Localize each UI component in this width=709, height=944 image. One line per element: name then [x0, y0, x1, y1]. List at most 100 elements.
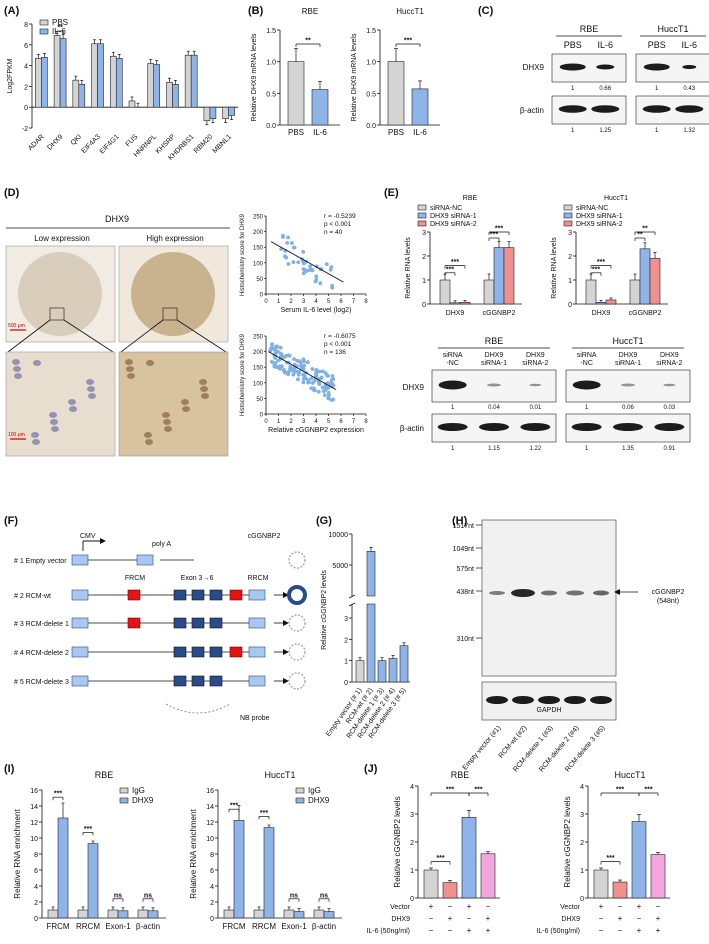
blot-band	[663, 383, 676, 387]
scatter-point	[312, 378, 317, 383]
y-tick-label: 8	[34, 852, 38, 859]
scatter-point	[273, 356, 277, 360]
legend-label: PBS	[52, 18, 68, 27]
scatter-point	[302, 363, 307, 368]
y-tick-label: 2	[344, 637, 348, 644]
bar-pbs	[222, 106, 229, 119]
y-tick-label: 0	[344, 680, 348, 687]
y-tick-label: 2	[34, 900, 38, 907]
bar	[323, 911, 335, 919]
scatter-point	[314, 277, 319, 282]
bar-il-6	[172, 84, 179, 108]
scatter-point	[270, 342, 274, 347]
bar	[399, 645, 409, 683]
x-tick-label: PBS	[388, 128, 404, 137]
arrow-head	[283, 678, 289, 684]
y-tick-label: 4	[24, 64, 28, 71]
scatter-point	[301, 271, 306, 276]
cell-nucleus	[125, 359, 133, 365]
bar-pbs	[109, 55, 117, 108]
marker-label: 575nt	[456, 566, 474, 573]
legend-label: DHX9 siRNA-1	[576, 213, 623, 220]
scatter-point	[291, 372, 296, 377]
scatter-point	[326, 390, 331, 395]
exon-box	[173, 617, 187, 629]
x-tick-label: 7	[352, 299, 356, 305]
bar	[87, 843, 99, 919]
bar	[593, 869, 609, 899]
x-tick-label: 3	[302, 419, 306, 425]
y-tick-label: 10	[30, 836, 38, 843]
gapdh-label: GAPDH	[537, 707, 562, 714]
bar-il-6	[228, 106, 235, 116]
cell-nucleus	[69, 406, 77, 412]
cell-nucleus	[201, 393, 209, 399]
quant-value: 1	[655, 86, 659, 92]
x-tick-label: EIF4G1	[99, 133, 121, 155]
zoom-line	[63, 319, 114, 353]
condition-sign: −	[486, 902, 491, 911]
cell-nucleus	[33, 360, 41, 366]
y-tick-label: 1	[580, 868, 584, 875]
scatter-point	[314, 369, 319, 374]
blot-band	[559, 63, 586, 71]
scatter-point	[301, 380, 306, 385]
y-tick-label: 0	[210, 916, 214, 923]
construct-label: # 2 RCM-wt	[14, 593, 51, 600]
exon-box	[209, 617, 223, 629]
circrna-icon	[288, 672, 306, 690]
polya-label: poly A	[152, 541, 171, 548]
cell-nucleus	[126, 366, 134, 372]
condition-sign: −	[429, 914, 434, 923]
bar	[388, 658, 398, 683]
zoom-box	[49, 307, 65, 321]
y-tick-label: 3	[422, 230, 426, 237]
cell-line-label: RBE	[580, 24, 599, 34]
cggnbp2-band	[541, 590, 557, 596]
x-tick-label: DHX9	[46, 133, 64, 151]
vector-box	[71, 646, 89, 658]
bar	[137, 909, 149, 919]
bar	[631, 821, 647, 899]
y-tick-label: 0	[568, 302, 572, 309]
lane-label: PBS	[564, 40, 582, 50]
legend-swatch	[563, 204, 573, 211]
y-tick-label: 1.5	[266, 28, 276, 35]
cell-nucleus	[199, 379, 207, 385]
arrow-head	[283, 620, 289, 626]
scatter-point	[281, 233, 285, 238]
bar	[595, 302, 607, 305]
scatter-point	[318, 281, 323, 286]
condition-sign: +	[486, 914, 491, 923]
scatter-point	[283, 370, 288, 375]
lane-label: siRNA	[443, 352, 463, 359]
x-tick-label: DHX9	[446, 310, 465, 317]
scatter-point	[309, 376, 314, 381]
y-tick-label: 200	[253, 230, 264, 236]
axis-break	[348, 594, 356, 599]
vector-box	[71, 617, 89, 629]
y-tick-label: 8	[24, 22, 28, 29]
y-tick-label: 2	[410, 840, 414, 847]
bar	[355, 660, 365, 683]
scatter-point	[310, 367, 315, 371]
scatter-point	[331, 383, 336, 388]
condition-sign: +	[599, 902, 604, 911]
y-tick-label: 10	[206, 836, 214, 843]
legend-swatch-il6	[39, 28, 49, 35]
exon-box	[173, 646, 187, 658]
x-tick-label: Exon-1	[105, 922, 131, 931]
y-tick-label: 4	[210, 884, 214, 891]
y-tick-label: 12	[30, 820, 38, 827]
vector-box	[248, 589, 266, 601]
scatter-point	[324, 373, 329, 378]
legend-swatch	[119, 797, 129, 804]
scatter-point	[320, 385, 325, 390]
condition-sign: +	[637, 926, 642, 935]
chart-title: RBE	[95, 770, 114, 780]
scatter-point	[296, 372, 301, 377]
scatter-point	[269, 360, 274, 364]
cell-nucleus	[86, 379, 94, 385]
x-tick-label: 2	[289, 299, 293, 305]
lane-label: -NC	[446, 360, 458, 367]
